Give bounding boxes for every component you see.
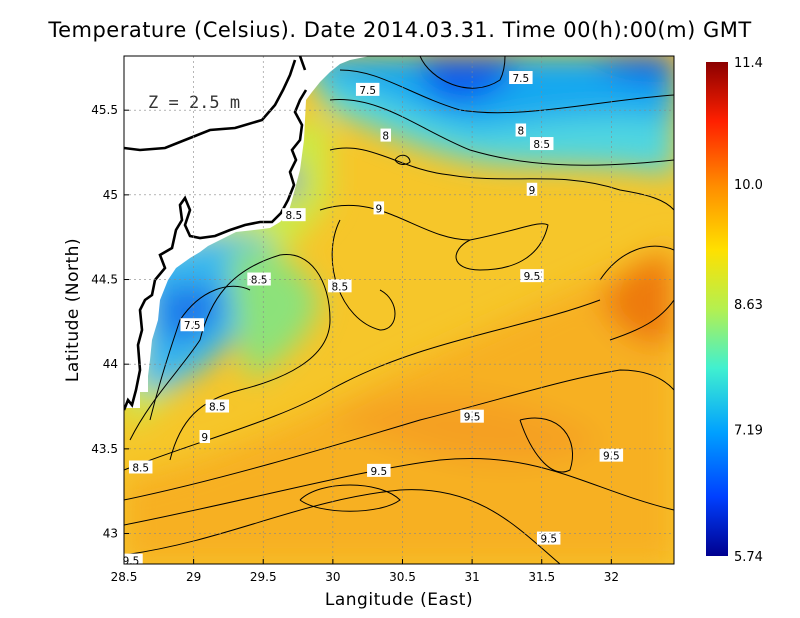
colorbar-label: 5.74 — [734, 550, 763, 565]
contour-label: 9 — [529, 185, 536, 197]
y-tick-label: 45 — [103, 188, 118, 202]
contour-label: 8.5 — [132, 462, 149, 474]
y-axis-ticks: 43 43.5 44 44.5 45 45.5 — [91, 103, 129, 541]
contour-label: 9.5 — [123, 556, 140, 568]
y-tick-label: 44.5 — [91, 273, 118, 287]
colorbar: 11.4 10.0 8.63 7.19 5.74 — [706, 56, 763, 565]
contour-label-bg — [520, 269, 544, 283]
x-tick-label: 30.5 — [389, 570, 416, 584]
x-axis-ticks: 28.5 29 29.5 30 30.5 31 31.5 32 — [111, 559, 619, 584]
contour-label: 8.5 — [251, 275, 268, 287]
y-tick-label: 44 — [103, 357, 118, 371]
contour-label: 9.5 — [540, 534, 557, 546]
contour-label: 8.5 — [286, 210, 303, 222]
contour-label: 8.5 — [209, 402, 226, 414]
contour-label: 9.5 — [524, 271, 541, 283]
contour-label-bg — [515, 123, 527, 137]
contour-label-bg — [205, 399, 230, 413]
depth-label: Z = 2.5 m — [148, 93, 240, 113]
contour-label-bg — [529, 137, 554, 151]
y-tick-label: 45.5 — [91, 103, 118, 117]
land-mask — [124, 56, 370, 411]
contour-label-bg — [509, 71, 533, 85]
y-tick-label: 43.5 — [91, 442, 118, 456]
x-tick-label: 29 — [186, 570, 201, 584]
contour-label-bg — [526, 182, 538, 196]
contour-label: 7.5 — [359, 85, 376, 97]
gridlines — [124, 56, 674, 564]
contour-label: 8.5 — [533, 139, 550, 151]
colorbar-gradient — [706, 62, 728, 556]
x-tick-label: 31 — [464, 570, 479, 584]
contour-label: 8 — [382, 131, 389, 143]
colorbar-label: 7.19 — [734, 423, 763, 438]
contour-label: 9.5 — [370, 466, 387, 478]
colorbar-label: 10.0 — [734, 178, 763, 193]
chart-title: Temperature (Celsius). Date 2014.03.31. … — [48, 18, 752, 42]
x-tick-label: 29.5 — [250, 570, 277, 584]
x-tick-label: 32 — [604, 570, 619, 584]
x-tick-label: 30 — [325, 570, 340, 584]
colorbar-label: 8.63 — [734, 298, 763, 313]
contour-label-bg — [247, 272, 271, 286]
contour-label-bg — [199, 430, 211, 443]
contour-label-bg — [373, 201, 385, 215]
contour-label-bg — [328, 279, 352, 293]
contour-label: 9 — [375, 203, 382, 215]
y-tick-label: 43 — [103, 527, 118, 541]
contour-label: 8.5 — [331, 281, 348, 293]
contour-label-bg — [380, 128, 392, 142]
contour-label: 7.5 — [512, 73, 529, 85]
contour-label-bg — [355, 82, 380, 96]
contour-label: 7.5 — [184, 320, 201, 332]
contour-label-bg — [128, 460, 153, 474]
contour-label-bg — [367, 463, 391, 477]
contour-label-bg — [180, 318, 204, 332]
contour-label: 9 — [201, 432, 208, 444]
plot-frame — [123, 55, 675, 565]
x-tick-label: 31.5 — [528, 570, 555, 584]
contour-label-bg — [282, 208, 306, 222]
colorbar-labels: 11.4 10.0 8.63 7.19 5.74 — [734, 56, 763, 565]
contour-label: 8 — [517, 126, 524, 138]
x-tick-label: 28.5 — [111, 570, 138, 584]
colorbar-label: 11.4 — [734, 56, 763, 71]
contour-label-bg — [599, 448, 624, 462]
contour-label-bg — [536, 531, 561, 545]
contour-label-bg — [119, 553, 143, 567]
x-axis-label: Langitude (East) — [324, 590, 474, 610]
contour-lines — [124, 56, 674, 564]
